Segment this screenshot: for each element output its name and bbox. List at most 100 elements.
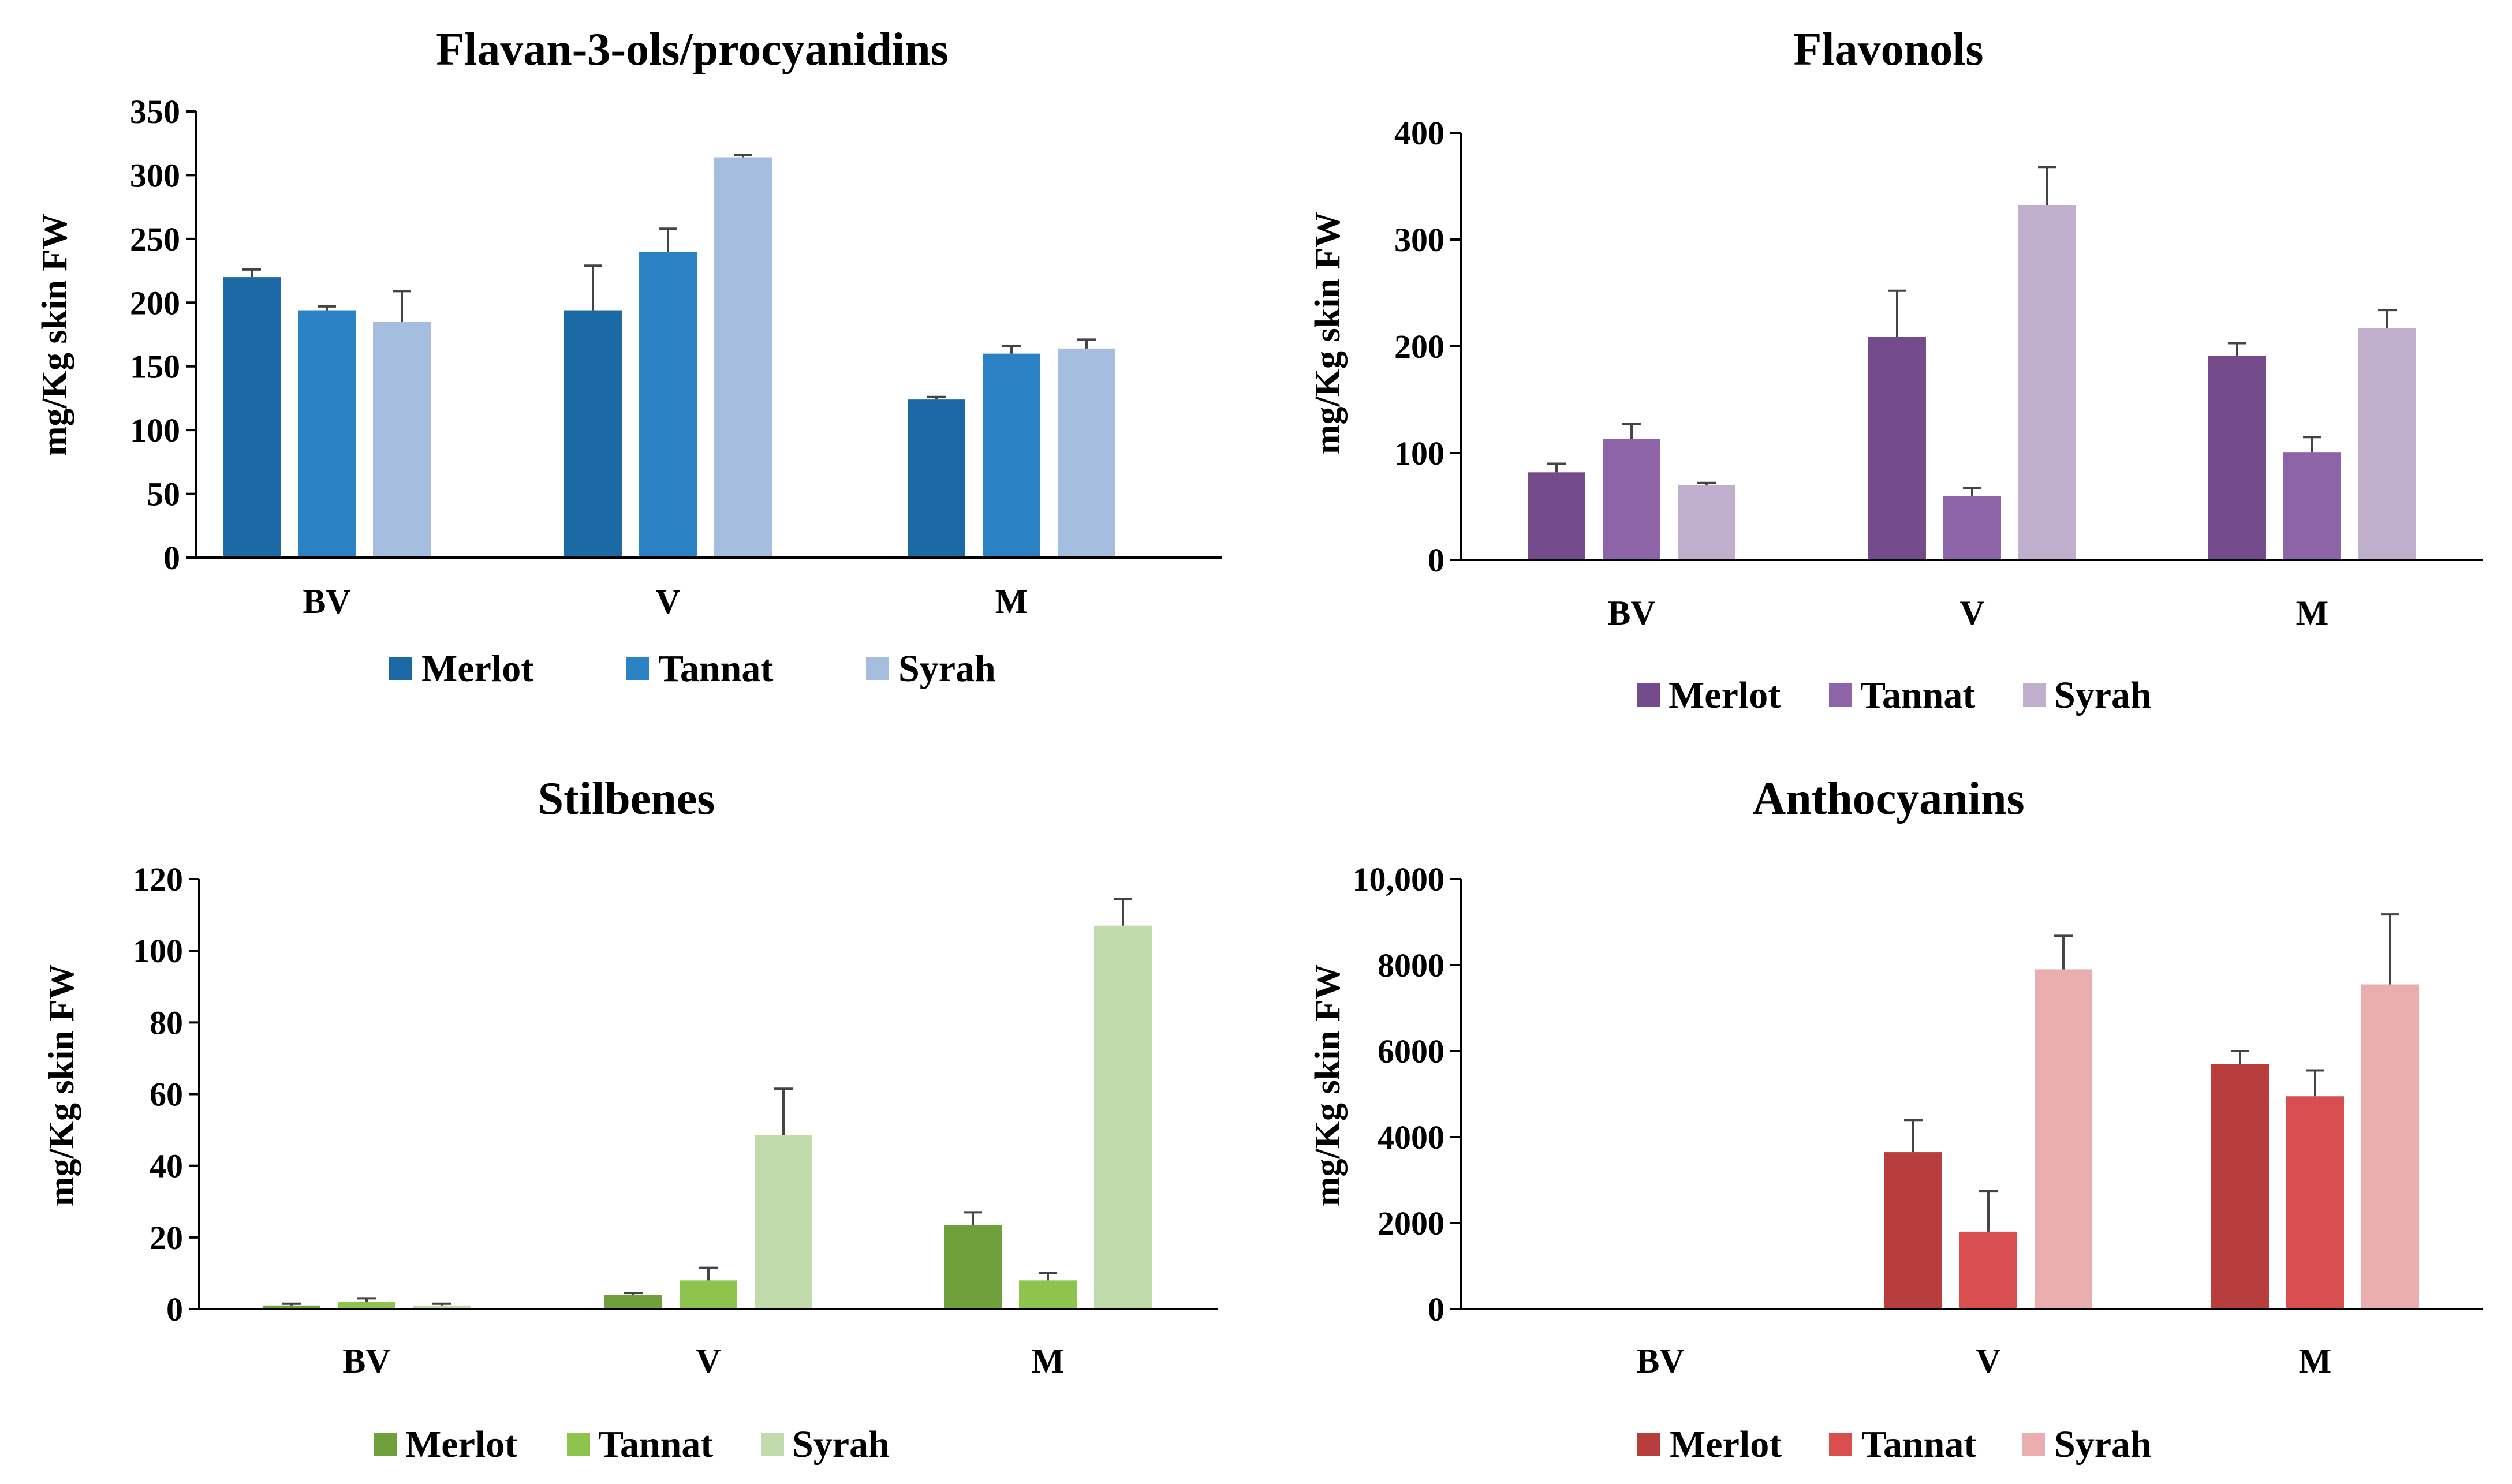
y-tick-label: 50 [147, 476, 180, 513]
bar-merlot-v [604, 1295, 662, 1309]
bar-syrah-v [2035, 969, 2092, 1309]
bar-tannat-m [983, 353, 1040, 558]
legend: Merlot Tannat Syrah [1637, 674, 2152, 716]
legend-label-syrah: Syrah [898, 648, 996, 690]
bar-merlot-v [564, 310, 622, 558]
legend-item-merlot: Merlot [1637, 1423, 1782, 1466]
legend-swatch-tannat [626, 657, 649, 680]
chart-title: Flavonols [1794, 24, 1984, 75]
bar-syrah-v [714, 157, 772, 558]
chart-flavonols: Flavonols mg/Kg skin FW 0 100 200 300 400 BV V… [1308, 24, 2483, 716]
legend-swatch-syrah [2022, 1433, 2045, 1456]
legend-label-tannat: Tannat [598, 1423, 713, 1466]
y-axis-label: mg/Kg skin FW [1308, 212, 1348, 454]
y-tick-label: 40 [150, 1147, 183, 1185]
bar-syrah-m [2358, 328, 2416, 560]
y-tick-label: 150 [130, 348, 180, 386]
y-axis-label: mg/Kg skin FW [35, 214, 74, 456]
legend-item-syrah: Syrah [2022, 1423, 2152, 1466]
y-tick-label: 300 [130, 156, 180, 194]
legend-label-syrah: Syrah [792, 1423, 890, 1466]
bar-tannat-m [1019, 1280, 1077, 1309]
legend-swatch-syrah [866, 657, 889, 680]
x-tick-label: M [2296, 594, 2329, 632]
bar-merlot-bv [263, 1305, 320, 1309]
y-tick-label: 20 [150, 1219, 183, 1257]
legend-item-merlot: Merlot [389, 648, 533, 690]
legend-swatch-merlot [1637, 683, 1660, 707]
chart-title: Anthocyanins [1752, 773, 2024, 824]
plot-area: 0 50 100 150 200 250 300 350 BV V M [130, 93, 1222, 620]
y-tick-label: 2000 [1378, 1205, 1445, 1242]
legend-label-merlot: Merlot [405, 1423, 517, 1466]
bar-syrah-bv [1678, 485, 1735, 560]
bar-merlot-m [2211, 1064, 2269, 1309]
bar-merlot-m [2208, 356, 2266, 560]
y-tick-label: 100 [130, 412, 180, 449]
x-tick-label: BV [342, 1342, 390, 1380]
legend-label-syrah: Syrah [2054, 1423, 2152, 1466]
y-tick-label: 200 [130, 284, 180, 322]
x-tick-label: BV [1636, 1342, 1684, 1380]
legend-item-tannat: Tannat [1829, 674, 1975, 716]
y-tick-label: 60 [150, 1076, 183, 1113]
y-tick-label: 350 [130, 93, 180, 130]
legend-item-tannat: Tannat [1829, 1423, 1976, 1466]
y-tick-label: 400 [1394, 114, 1445, 152]
bar-tannat-v [680, 1280, 737, 1309]
legend-swatch-tannat [1829, 1433, 1852, 1456]
chart-anthocyanins: Anthocyanins mg/Kg skin FW 0 2000 4000 6000… [1308, 773, 2483, 1466]
legend-label-syrah: Syrah [2054, 674, 2152, 716]
legend-swatch-tannat [567, 1433, 590, 1456]
y-tick-label: 200 [1394, 328, 1445, 365]
bar-syrah-bv [413, 1305, 471, 1309]
legend: Merlot Tannat Syrah [1637, 1423, 2152, 1466]
bar-merlot-m [908, 399, 965, 558]
bar-syrah-v [2018, 205, 2076, 560]
chart-flavan-3-ols: Flavan-3-ols/procyanidins mg/Kg skin FW … [35, 24, 1222, 690]
x-tick-label: BV [303, 582, 350, 620]
bar-merlot-bv [1528, 472, 1585, 560]
y-tick-label: 80 [150, 1004, 183, 1041]
legend-item-tannat: Tannat [567, 1423, 713, 1466]
x-tick-label: M [2299, 1342, 2332, 1380]
y-tick-label: 300 [1394, 221, 1445, 259]
legend: Merlot Tannat Syrah [389, 648, 996, 690]
y-tick-label: 120 [133, 861, 183, 898]
y-tick-label: 0 [1428, 541, 1445, 579]
x-tick-label: V [1976, 1342, 2000, 1380]
chart-title: Flavan-3-ols/procyanidins [436, 24, 949, 75]
legend-label-merlot: Merlot [1670, 1423, 1782, 1466]
x-tick-label: V [696, 1342, 721, 1380]
legend-swatch-syrah [761, 1433, 784, 1456]
bar-merlot-v [1868, 337, 1926, 560]
bar-syrah-m [1094, 925, 1152, 1309]
y-tick-label: 6000 [1378, 1033, 1445, 1070]
chart-stilbenes: Stilbenes mg/Kg skin FW 0 20 40 60 80 100 120 B… [42, 773, 1218, 1466]
legend-item-syrah: Syrah [2023, 674, 2152, 716]
bar-tannat-bv [1603, 439, 1660, 560]
legend-item-tannat: Tannat [626, 648, 773, 690]
legend-swatch-tannat [1829, 683, 1852, 707]
x-tick-label: M [1032, 1342, 1065, 1380]
y-tick-label: 0 [163, 539, 180, 577]
x-tick-label: M [995, 582, 1028, 620]
y-tick-label: 250 [130, 220, 180, 258]
legend-label-merlot: Merlot [421, 648, 533, 690]
legend-swatch-merlot [374, 1433, 397, 1456]
plot-area: 0 2000 4000 6000 8000 10,000 BV V M [1353, 861, 2483, 1380]
legend-item-merlot: Merlot [1637, 674, 1781, 716]
x-tick-label: V [1959, 594, 1984, 632]
legend-item-syrah: Syrah [761, 1423, 890, 1466]
y-axis-label: mg/Kg skin FW [1308, 964, 1348, 1206]
bar-tannat-m [2286, 1096, 2344, 1309]
chart-title: Stilbenes [538, 773, 715, 824]
bar-syrah-bv [373, 322, 431, 558]
legend-swatch-syrah [2023, 683, 2046, 707]
bar-tannat-v [1959, 1231, 2017, 1309]
bar-merlot-m [944, 1225, 1002, 1309]
legend-swatch-merlot [389, 657, 412, 680]
plot-area: 0 20 40 60 80 100 120 BV V M [133, 861, 1218, 1380]
y-tick-label: 100 [133, 932, 183, 970]
